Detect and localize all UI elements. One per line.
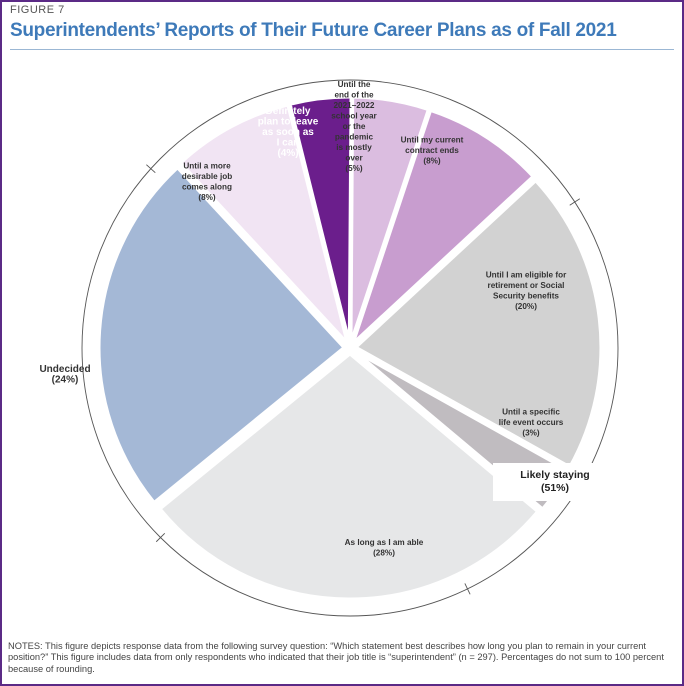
- slice-label-6: As long as I am able (28%): [345, 538, 424, 558]
- pie-slice-4: [353, 178, 603, 469]
- title-divider: [10, 49, 674, 50]
- pie-slice-1: [288, 95, 353, 343]
- pie-chart: Likely leaving soon(26%)Likely staying(5…: [39, 79, 619, 617]
- bracket-tick-3: [464, 583, 471, 595]
- group-label-2: Likely staying (51%): [520, 469, 589, 494]
- bracket-tick-1: [146, 164, 156, 174]
- group-label-bg-2: [493, 463, 617, 501]
- pie-slice-8: [178, 103, 349, 344]
- slice-label-1: Definitely plan to leave as soon as I can (4…: [258, 106, 319, 159]
- group-bracket-ring: [81, 79, 619, 617]
- slice-label-2: Until the end of the 2021–2022 school year o…: [331, 80, 377, 173]
- figure-label: FIGURE 7: [10, 4, 65, 16]
- slice-label-3: Until my current contract ends (8%): [401, 136, 464, 166]
- chart-notes: NOTES: This figure depicts response data…: [8, 641, 664, 674]
- slice-label-5: Until a specific life event occurs (3%): [499, 408, 564, 438]
- pie-slice-2: [349, 95, 431, 343]
- slice-label-8: Until a more desirable job comes along (8%): [182, 161, 233, 202]
- pie-slice-7: [97, 165, 347, 505]
- group-brackets: Likely leaving soon(26%)Likely staying(5…: [81, 79, 619, 617]
- slice-label-7: Undecided (24%): [39, 364, 90, 386]
- pie-slice-3: [351, 108, 536, 345]
- bracket-tick-4: [155, 532, 166, 543]
- slice-labels: Definitely plan to leave as soon as I can (4…: [39, 80, 567, 557]
- pie-slice-6: [157, 352, 540, 601]
- slice-label-4: Until I am eligible for retirement or Soc…: [486, 270, 567, 311]
- chart-title: Superintendents’ Reports of Their Future…: [10, 20, 617, 41]
- bracket-tick-2: [569, 198, 581, 206]
